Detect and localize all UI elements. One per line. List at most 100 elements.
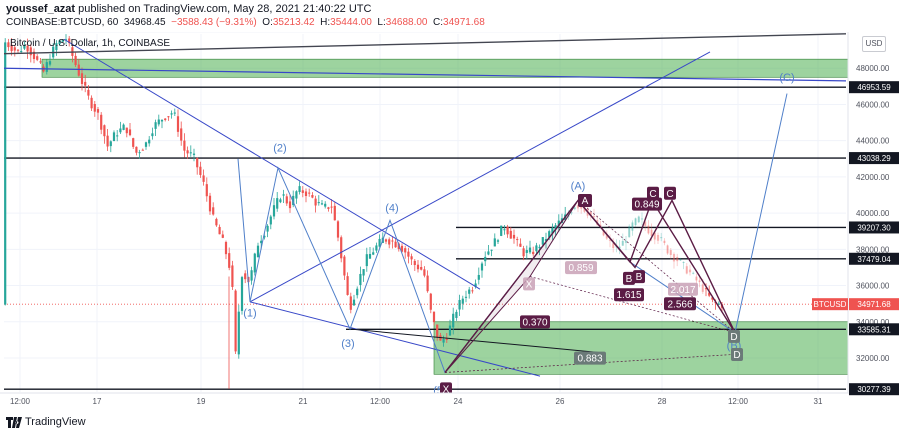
- time-tick-label: 19: [197, 397, 206, 406]
- candle-body: [388, 239, 391, 245]
- candle-body: [250, 270, 253, 281]
- current-price-box: [849, 298, 899, 311]
- candle-body: [368, 253, 372, 259]
- trend-line-top: [3, 33, 847, 55]
- price-change: −3588.43 (−9.31%): [171, 17, 257, 28]
- candle-body: [218, 226, 221, 235]
- candle-body: [573, 207, 576, 210]
- candle-body: [512, 234, 516, 239]
- price-chart[interactable]: (1)(2)(3)(4)(5)(A)(B)(C)ABBCCDDXX0.8490.…: [0, 32, 900, 414]
- candle-body: [288, 201, 292, 209]
- ratio-label: 0.370: [522, 317, 547, 328]
- candle-body: [647, 225, 650, 234]
- close-value: 34971.68: [443, 17, 485, 28]
- time-tick-label: 26: [556, 397, 565, 406]
- candle-body: [452, 313, 455, 328]
- candle-body: [228, 253, 231, 268]
- candle-body: [583, 207, 586, 212]
- footer-brand[interactable]: TradingView: [6, 416, 86, 428]
- level-price-box: [849, 323, 899, 336]
- candle-body: [621, 240, 624, 246]
- candle-body: [58, 40, 61, 45]
- ratio-line: [529, 276, 736, 333]
- candle-body: [317, 202, 320, 204]
- candle-body: [279, 199, 282, 203]
- candle-body: [365, 254, 368, 267]
- candle-body: [487, 251, 490, 255]
- candle-body: [656, 234, 660, 241]
- time-tick-label: 12:00: [728, 397, 749, 406]
- candle-body: [144, 142, 148, 147]
- candle-body: [570, 212, 573, 214]
- candle-body: [29, 47, 32, 56]
- candle-body: [308, 192, 311, 194]
- candle-body: [205, 184, 208, 197]
- candle-body: [666, 245, 669, 254]
- ratio-label-box: [574, 351, 606, 365]
- candle-body: [650, 229, 653, 236]
- candle-body: [692, 272, 695, 274]
- candle-body: [260, 240, 263, 244]
- candle-body: [7, 42, 10, 48]
- candle-body: [263, 235, 266, 238]
- candle-body: [653, 232, 656, 240]
- level-price-box: [849, 221, 899, 234]
- candle-body: [535, 245, 538, 252]
- candle-body: [394, 241, 397, 248]
- candle-body: [170, 113, 173, 115]
- candle-body: [298, 186, 301, 193]
- candle-body: [84, 81, 87, 86]
- time-tick-label: 17: [93, 397, 102, 406]
- candle-body: [669, 250, 672, 255]
- candle-body: [426, 275, 429, 292]
- currency-button[interactable]: USD: [862, 36, 886, 52]
- candle-body: [119, 128, 122, 133]
- author-name[interactable]: youssef_azat: [6, 3, 76, 15]
- candle-body: [407, 251, 410, 257]
- ratio-label-box: [632, 197, 662, 211]
- pattern-letter-box: [623, 271, 635, 285]
- candle-body: [628, 226, 631, 238]
- symbol-title: Bitcoin / U.S. Dollar, 1h, COINBASE: [10, 38, 171, 49]
- candle-body: [679, 259, 682, 261]
- candle-body: [448, 325, 452, 336]
- pattern-letter: B: [636, 272, 643, 283]
- candle-body: [704, 288, 708, 290]
- candle-body: [634, 218, 637, 226]
- candle-body: [173, 112, 176, 114]
- symbol-tag: BTCUSD: [814, 300, 847, 309]
- last-price: 34968.45: [123, 17, 166, 28]
- low-label: L:: [377, 17, 386, 28]
- level-price-box: [849, 81, 899, 94]
- candle-body: [480, 263, 484, 271]
- ratio-label-box: [664, 297, 696, 311]
- price-tick-label: 42000.00: [856, 173, 890, 182]
- time-tick-label: 31: [814, 397, 823, 406]
- candle-body: [48, 61, 52, 65]
- candle-body: [612, 243, 615, 249]
- candle-body: [154, 122, 157, 129]
- candle-body: [327, 207, 330, 209]
- wave-label: (4): [385, 202, 398, 214]
- candle-body: [464, 296, 468, 298]
- price-tick-label: 32000.00: [856, 354, 890, 363]
- publish-line: youssef_azat published on TradingView.co…: [6, 3, 371, 15]
- candle-body: [23, 45, 26, 49]
- ratio-label: 2.017: [670, 285, 695, 296]
- harmonic-legs-alt: [577, 198, 736, 333]
- candle-body: [151, 133, 154, 137]
- candle-body: [372, 252, 375, 255]
- level-price-label: 37479.04: [857, 255, 891, 264]
- header-bar: youssef_azat published on TradingView.co…: [0, 0, 900, 32]
- candle-body: [503, 229, 506, 231]
- candle-body: [330, 206, 333, 208]
- candle-body: [356, 288, 359, 296]
- symbol-interval: COINBASE:BTCUSD, 60: [6, 17, 119, 28]
- candle-body: [135, 146, 138, 153]
- candle-body: [189, 152, 192, 154]
- candle-body: [80, 73, 84, 84]
- price-tick-label: 48000.00: [856, 64, 890, 73]
- time-tick-label: 12:00: [370, 397, 391, 406]
- price-tick-label: 38000.00: [856, 245, 890, 254]
- candle-body: [397, 243, 400, 250]
